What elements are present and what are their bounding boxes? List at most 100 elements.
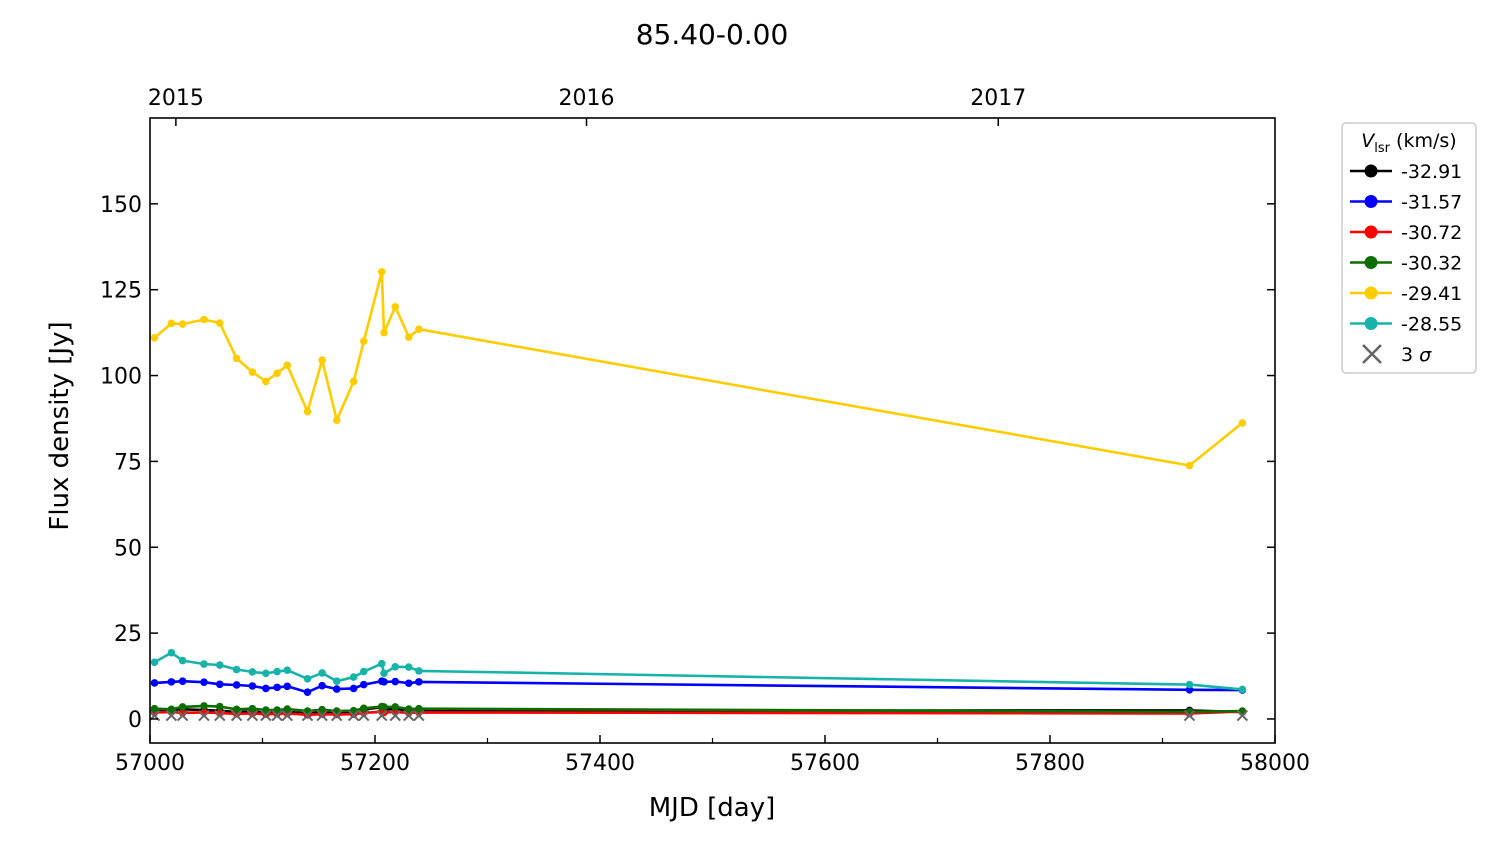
data-point-s4-9 <box>283 361 292 370</box>
three-sigma-marker-12 <box>331 709 343 722</box>
data-point-s1-18 <box>404 679 413 688</box>
data-point-s5-10 <box>303 674 312 683</box>
data-point-s4-21 <box>1238 419 1247 427</box>
series-line-4 <box>153 270 1244 467</box>
legend-three-sigma-num: 3 <box>1401 344 1419 366</box>
data-point-s5-3 <box>200 660 208 668</box>
legend-title-var: V <box>1361 130 1376 152</box>
data-point-s5-20 <box>1185 680 1194 689</box>
data-point-s4-16 <box>380 328 388 337</box>
three-sigma-stroke-b <box>413 709 425 722</box>
legend-title: Vlsr (km/s) <box>1361 130 1456 156</box>
data-point-s3-2 <box>178 703 187 711</box>
series-line-5 <box>153 651 1243 691</box>
three-sigma-marker-7 <box>260 709 272 722</box>
data-point-s1-7 <box>262 684 270 693</box>
data-point-s4-2 <box>178 320 187 328</box>
data-point-s3-1 <box>167 705 176 714</box>
three-sigma-marker-1 <box>165 709 178 722</box>
three-sigma-stroke-b <box>347 709 360 722</box>
data-point-s5-19 <box>415 667 423 675</box>
top-year-label: 2015 <box>148 86 204 111</box>
data-point-s3-0 <box>150 704 159 713</box>
three-sigma-stroke-b <box>1236 709 1249 722</box>
y-tick-label: 150 <box>100 193 142 218</box>
three-sigma-stroke-b <box>165 709 178 722</box>
three-sigma-marker-5 <box>230 709 243 722</box>
data-point-s4-11 <box>318 356 326 364</box>
data-point-s1-17 <box>391 677 400 686</box>
data-point-s1-12 <box>332 685 341 693</box>
three-sigma-stroke-b <box>331 709 343 722</box>
data-point-s1-0 <box>150 679 159 687</box>
data-point-s5-1 <box>167 648 176 657</box>
y-tick-label: 50 <box>114 536 142 561</box>
three-sigma-marker-20 <box>1236 709 1249 722</box>
data-point-s5-15 <box>377 659 386 668</box>
data-point-s3-5 <box>232 705 241 714</box>
data-point-s5-9 <box>283 666 292 674</box>
data-point-s3-9 <box>283 705 292 713</box>
legend-title-sub: lsr <box>1374 141 1390 156</box>
data-point-s4-15 <box>377 268 386 276</box>
data-point-s3-14 <box>359 704 368 713</box>
three-sigma-stroke-b <box>176 709 189 722</box>
top-year-label: 2017 <box>970 86 1026 111</box>
three-sigma-stroke-b <box>246 709 259 722</box>
legend-swatch-marker <box>1364 225 1378 239</box>
three-sigma-marker-14 <box>358 709 370 722</box>
legend-swatch-marker <box>1364 286 1378 300</box>
data-point-s4-17 <box>391 303 400 311</box>
data-point-s4-1 <box>167 319 176 328</box>
data-point-s1-3 <box>200 678 208 687</box>
legend-entry-label: -30.32 <box>1401 253 1462 275</box>
data-point-s1-16 <box>380 678 388 686</box>
y-tick-label: 25 <box>114 622 142 647</box>
x-tick-label: 57600 <box>790 751 860 776</box>
data-point-s1-4 <box>215 680 224 689</box>
data-point-s5-4 <box>215 661 224 669</box>
data-point-s5-21 <box>1238 685 1247 694</box>
y-tick-label: 75 <box>114 450 142 475</box>
data-point-s4-7 <box>262 377 270 386</box>
data-point-s4-5 <box>232 354 241 363</box>
legend: Vlsr (km/s) -32.91 -31.57 -30.72 -30.32 -29.4… <box>1341 122 1477 374</box>
data-point-s5-17 <box>391 662 400 671</box>
series-line-0 <box>154 705 1243 715</box>
data-point-s4-8 <box>273 369 281 377</box>
legend-entry-label: -31.57 <box>1401 192 1462 214</box>
data-point-s1-6 <box>248 682 257 690</box>
three-sigma-marker-13 <box>347 709 360 722</box>
three-sigma-stroke-b <box>316 709 328 722</box>
legend-box <box>1341 122 1477 374</box>
data-point-s5-8 <box>273 667 281 676</box>
data-point-s1-14 <box>359 680 368 689</box>
data-point-s1-2 <box>178 677 187 685</box>
three-sigma-marker-2 <box>176 709 189 722</box>
data-point-s3-16 <box>380 703 388 711</box>
three-sigma-stroke-b <box>198 709 210 722</box>
legend-entry-label: -30.72 <box>1401 222 1462 244</box>
data-point-s4-10 <box>303 407 312 416</box>
data-point-s5-7 <box>262 669 270 678</box>
data-point-s4-0 <box>150 333 159 342</box>
three-sigma-stroke-b <box>1183 709 1196 722</box>
legend-three-sigma-swatch <box>1362 344 1382 364</box>
three-sigma-marker-11 <box>316 709 328 722</box>
three-sigma-marker-10 <box>301 709 314 722</box>
data-point-s1-10 <box>303 688 312 696</box>
data-point-s1-19 <box>415 678 423 686</box>
axes: 57000 57200 57400 57600 57800 58000 2015 2016 20… <box>100 86 1310 776</box>
data-point-s1-13 <box>349 684 358 693</box>
series-line-3 <box>154 704 1243 714</box>
data-point-s1-9 <box>283 682 292 691</box>
three-sigma-marker-4 <box>214 709 226 722</box>
legend-entry-label: -28.55 <box>1401 314 1462 336</box>
data-point-s4-13 <box>349 377 358 386</box>
three-sigma-marker-19 <box>1183 709 1196 722</box>
data-point-s4-19 <box>415 325 423 333</box>
legend-swatch-marker <box>1364 195 1378 208</box>
data-point-s4-6 <box>248 368 257 376</box>
three-sigma-stroke-b <box>389 709 401 722</box>
three-sigma-stroke-b <box>281 709 293 722</box>
